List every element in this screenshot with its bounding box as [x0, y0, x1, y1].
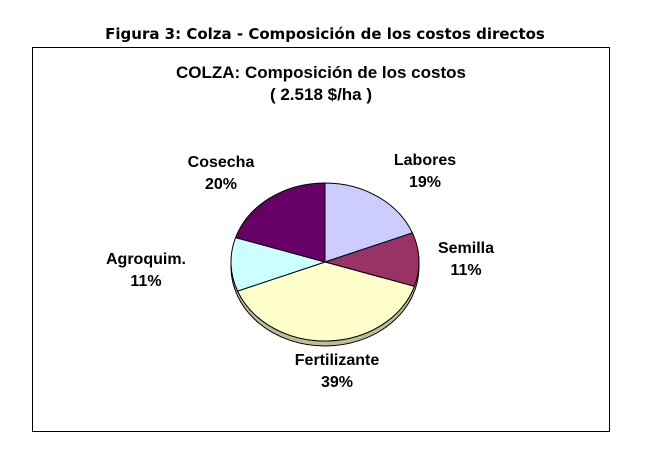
pie-slice-cosecha	[234, 182, 326, 263]
slice-value-label: 11%	[450, 262, 481, 279]
pie-slice-labores	[324, 182, 414, 263]
slice-value-label: 11%	[130, 273, 161, 290]
slice-label: Agroquim.	[106, 251, 186, 268]
figure-caption: Figura 3: Colza - Composición de los cos…	[105, 25, 545, 43]
pie-slice-semilla	[323, 232, 420, 288]
pie-slice-fertilizante	[236, 261, 416, 342]
slice-label: Fertilizante	[295, 352, 380, 369]
chart-title: COLZA: Composición de los costos	[176, 63, 466, 82]
slice-label: Semilla	[438, 240, 494, 257]
slice-value-label: 19%	[409, 174, 441, 191]
slice-value-label: 39%	[321, 374, 353, 391]
slice-label: Cosecha	[188, 154, 255, 171]
chart-frame	[32, 47, 610, 432]
pie-labels: Labores 19% Semilla 11% Fertilizante 39% Agroq…	[106, 152, 494, 391]
pie-slice-agroquim	[230, 236, 327, 292]
slice-value-label: 20%	[205, 176, 237, 193]
chart-subtitle: ( 2.518 $/ha )	[270, 85, 372, 104]
pie-slices	[230, 182, 420, 342]
slice-label: Labores	[394, 152, 456, 169]
